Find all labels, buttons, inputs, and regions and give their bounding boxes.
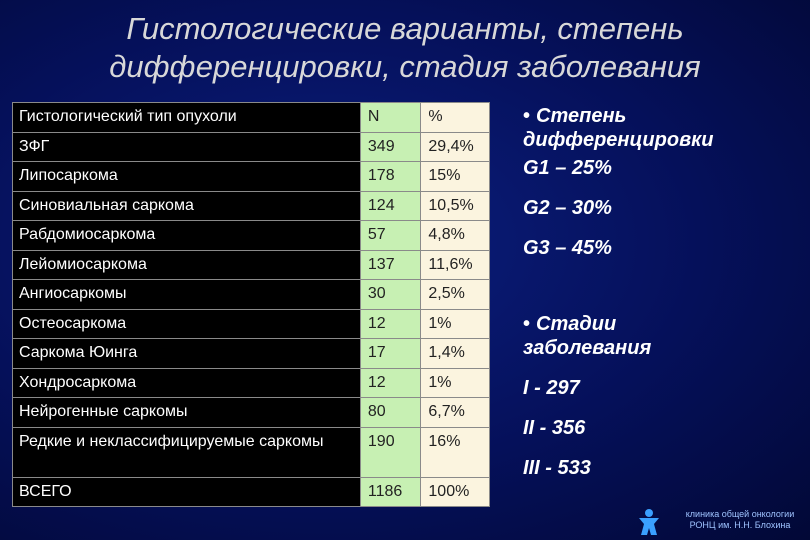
header-percent: % xyxy=(420,102,490,133)
row-n: 190 xyxy=(359,426,422,478)
row-name: Лейомиосаркома xyxy=(12,249,361,280)
header-n: N xyxy=(359,102,422,133)
row-percent: 29,4% xyxy=(420,131,490,162)
grade-g2: G2 – 30% xyxy=(523,197,612,219)
title-line-1: Гистологические варианты, степень xyxy=(126,11,684,46)
stage-2: II - 356 xyxy=(523,417,586,439)
differentiation-heading-line2: дифференцировки xyxy=(523,129,714,151)
row-n: 178 xyxy=(359,161,422,192)
row-name: Рабдомиосаркома xyxy=(12,220,361,251)
stage-heading-line1: Стадии xyxy=(536,313,617,335)
row-percent: 6,7% xyxy=(420,397,490,428)
row-n: 349 xyxy=(359,131,422,162)
row-n: 12 xyxy=(359,367,422,398)
table-row: ЗФГ 349 29,4% xyxy=(12,131,490,162)
table-row: Редкие и неклассифицируемые саркомы 190 … xyxy=(12,426,490,478)
table-header-row: Гистологический тип опухоли N % xyxy=(12,102,490,133)
row-name: Синовиальная саркома xyxy=(12,190,361,221)
table-row: Лейомиосаркома 137 11,6% xyxy=(12,249,490,280)
grade-g1: G1 – 25% xyxy=(523,157,612,179)
row-percent: 4,8% xyxy=(420,220,490,251)
table-row: Остеосаркома 12 1% xyxy=(12,308,490,339)
row-name: Хондросаркома xyxy=(12,367,361,398)
row-n: 124 xyxy=(359,190,422,221)
row-name: Редкие и неклассифицируемые саркомы xyxy=(12,426,361,478)
row-percent: 1% xyxy=(420,308,490,339)
total-name: ВСЕГО xyxy=(12,476,361,507)
table-row: Рабдомиосаркома 57 4,8% xyxy=(12,220,490,251)
total-percent: 100% xyxy=(420,476,490,507)
table-row: Синовиальная саркома 124 10,5% xyxy=(12,190,490,221)
table-row: Саркома Юинга 17 1,4% xyxy=(12,338,490,369)
bullet-icon: • xyxy=(523,313,531,335)
row-n: 137 xyxy=(359,249,422,280)
differentiation-heading: • Степень xyxy=(523,104,803,128)
stage-heading-line2: заболевания xyxy=(523,337,652,359)
grade-g3: G3 – 45% xyxy=(523,237,612,259)
total-n: 1186 xyxy=(359,476,422,507)
slide-title: Гистологические варианты, степень диффер… xyxy=(0,10,810,86)
header-type: Гистологический тип опухоли xyxy=(12,102,361,133)
row-percent: 1,4% xyxy=(420,338,490,369)
row-n: 80 xyxy=(359,397,422,428)
table-row: Липосаркома 178 15% xyxy=(12,161,490,192)
row-name: Ангиосаркомы xyxy=(12,279,361,310)
table-total-row: ВСЕГО 1186 100% xyxy=(12,476,490,507)
row-name: Нейрогенные саркомы xyxy=(12,397,361,428)
footer-line-1: клиника общей онкологии xyxy=(685,509,795,519)
table-row: Нейрогенные саркомы 80 6,7% xyxy=(12,397,490,428)
row-percent: 2,5% xyxy=(420,279,490,310)
clinic-footer: клиника общей онкологии РОНЦ им. Н.Н. Бл… xyxy=(670,509,810,531)
row-n: 57 xyxy=(359,220,422,251)
table-row: Хондросаркома 12 1% xyxy=(12,367,490,398)
title-line-2: дифференцировки, стадия заболевания xyxy=(109,49,701,84)
row-n: 30 xyxy=(359,279,422,310)
clinic-logo-icon xyxy=(639,509,659,535)
stage-heading: • Стадии xyxy=(523,312,803,336)
bullet-icon: • xyxy=(523,105,531,127)
differentiation-heading-line1: Степень xyxy=(536,105,627,127)
row-name: Остеосаркома xyxy=(12,308,361,339)
row-percent: 10,5% xyxy=(420,190,490,221)
row-percent: 15% xyxy=(420,161,490,192)
row-percent: 11,6% xyxy=(420,249,490,280)
stage-3: III - 533 xyxy=(523,457,591,479)
row-percent: 1% xyxy=(420,367,490,398)
side-summary: • Степень дифференцировки G1 – 25% G2 – 3… xyxy=(523,104,803,480)
footer-line-2: РОНЦ им. Н.Н. Блохина xyxy=(689,520,791,530)
histology-table: Гистологический тип опухоли N % ЗФГ 349 … xyxy=(12,102,490,507)
row-name: Липосаркома xyxy=(12,161,361,192)
row-n: 17 xyxy=(359,338,422,369)
table-row: Ангиосаркомы 30 2,5% xyxy=(12,279,490,310)
row-name: Саркома Юинга xyxy=(12,338,361,369)
row-n: 12 xyxy=(359,308,422,339)
stage-1: I - 297 xyxy=(523,377,580,399)
row-percent: 16% xyxy=(420,426,490,478)
row-name: ЗФГ xyxy=(12,131,361,162)
